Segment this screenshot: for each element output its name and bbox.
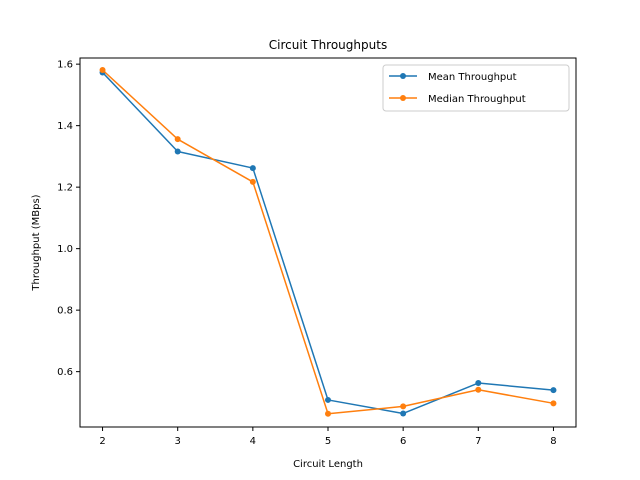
chart-title: Circuit Throughputs: [269, 38, 387, 52]
data-point: [550, 387, 557, 394]
y-tick-label: 1.6: [57, 60, 73, 71]
data-point: [550, 400, 557, 407]
x-tick-label: 4: [250, 436, 256, 447]
legend-label: Mean Throughput: [428, 72, 517, 83]
data-point: [475, 380, 482, 387]
data-point: [325, 396, 331, 403]
x-axis-label: Circuit Length: [293, 459, 363, 470]
y-tick-label: 0.6: [57, 367, 73, 378]
x-tick-label: 3: [175, 436, 181, 447]
legend: Mean Throughput Median Throughput: [382, 64, 570, 112]
x-tick-label: 5: [325, 436, 331, 447]
x-tick-label: 6: [400, 436, 406, 447]
x-axis: 2 3 4 5 6 7 8: [99, 427, 557, 447]
legend-marker: [400, 73, 406, 79]
y-tick-label: 1.0: [57, 244, 73, 255]
data-point: [400, 410, 407, 417]
data-point: [249, 165, 256, 172]
series-2: [99, 66, 557, 417]
data-point: [325, 410, 331, 417]
x-tick-label: 8: [550, 436, 556, 447]
data-point: [400, 403, 407, 410]
x-tick-label: 2: [99, 436, 105, 447]
data-point: [249, 178, 256, 185]
data-point: [475, 386, 482, 393]
data-point: [174, 136, 181, 143]
y-tick-label: 1.4: [57, 121, 73, 132]
x-tick-label: 7: [475, 436, 481, 447]
y-axis: 0.6 0.8 1.0 1.2 1.4 1.6: [57, 60, 80, 378]
series-1: [99, 69, 557, 417]
legend-box: [382, 64, 570, 112]
data-point: [174, 148, 181, 155]
y-tick-label: 0.8: [57, 306, 73, 317]
plot-area: [99, 66, 557, 417]
y-tick-label: 1.2: [57, 183, 73, 194]
legend-label: Median Throughput: [428, 94, 526, 105]
legend-marker: [400, 95, 406, 101]
data-point: [99, 66, 106, 73]
y-axis-label: Throughput (MBps): [31, 194, 42, 291]
